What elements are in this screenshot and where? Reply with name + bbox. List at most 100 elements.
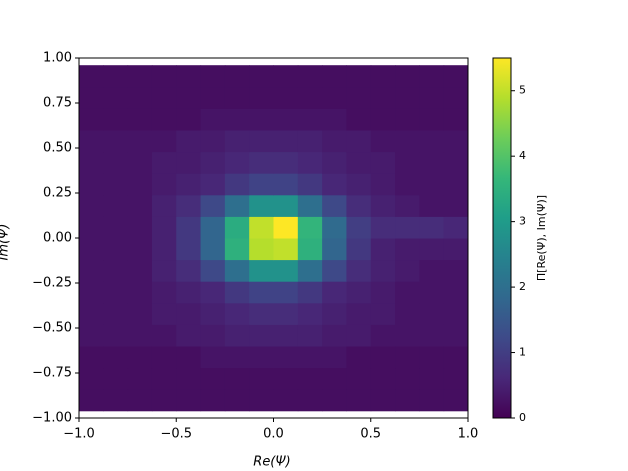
heatmap-cell (273, 367, 299, 390)
heatmap-cell (346, 259, 372, 282)
heatmap-cell (176, 367, 202, 390)
heatmap-cell (346, 389, 372, 412)
heatmap-cell (200, 194, 226, 217)
x-tick-label: −1.0 (63, 427, 95, 442)
heatmap-cell (103, 238, 129, 261)
heatmap-cell (151, 367, 177, 390)
heatmap-cell (127, 281, 153, 304)
heatmap-cell (443, 346, 469, 369)
heatmap-cell (103, 259, 129, 282)
heatmap-cell (200, 324, 226, 347)
heatmap-cell (151, 324, 177, 347)
heatmap-cell (103, 216, 129, 239)
heatmap-cell (249, 194, 274, 217)
heatmap-cell (297, 173, 323, 196)
heatmap-cell (419, 173, 445, 196)
heatmap-cell (103, 346, 129, 369)
heatmap-cell (273, 173, 299, 196)
heatmap-cell (395, 346, 420, 369)
heatmap-cell (443, 324, 469, 347)
heatmap-cell (127, 389, 153, 412)
colorbar-tick-label: 1 (519, 346, 526, 359)
heatmap-cell (224, 216, 250, 239)
heatmap-cell (200, 130, 226, 153)
y-tick-label: 0.00 (43, 231, 72, 246)
heatmap-cell (200, 367, 226, 390)
y-tick-label: 1.00 (43, 51, 72, 66)
x-axis-label: Re(Ψ) (253, 455, 290, 470)
heatmap-cell (419, 281, 445, 304)
heatmap-cell (200, 281, 226, 304)
heatmap-cell (395, 259, 420, 282)
heatmap-cell (79, 86, 104, 109)
heatmap-cell (346, 130, 372, 153)
heatmap-cell (151, 65, 177, 88)
heatmap-cell (273, 108, 299, 131)
heatmap-cell (103, 151, 129, 174)
colorbar-tick-label: 2 (519, 280, 526, 293)
heatmap-cell (273, 194, 299, 217)
heatmap-cell (200, 216, 226, 239)
heatmap-cell (151, 130, 177, 153)
y-tick-label: −0.50 (32, 321, 72, 336)
heatmap-cell (127, 259, 153, 282)
heatmap-cell (273, 259, 299, 282)
heatmap-cell (346, 65, 372, 88)
heatmap-cell (249, 86, 274, 109)
heatmap-cell (151, 302, 177, 325)
heatmap-cell (200, 151, 226, 174)
heatmap-cell (249, 346, 274, 369)
x-tick-label: 0.5 (360, 427, 381, 442)
heatmap-cell (176, 324, 202, 347)
y-tick-label: −0.75 (32, 366, 72, 381)
heatmap-cell (273, 216, 299, 239)
heatmap-cell (224, 281, 250, 304)
heatmap-cell (419, 194, 445, 217)
y-tick-label: −0.25 (32, 276, 72, 291)
heatmap-cell (127, 151, 153, 174)
heatmap-cell (419, 86, 445, 109)
y-tick-label: 0.50 (43, 141, 72, 156)
heatmap-cell (200, 346, 226, 369)
heatmap-cell (273, 302, 299, 325)
heatmap-cell (273, 346, 299, 369)
heatmap-cell (249, 65, 274, 88)
heatmap-cell (297, 259, 323, 282)
heatmap-cell (322, 65, 347, 88)
heatmap-cell (103, 194, 129, 217)
heatmap-cell (79, 216, 104, 239)
heatmap-cell (370, 86, 396, 109)
heatmap-cell (395, 389, 420, 412)
heatmap-cell (443, 216, 469, 239)
colorbar-label: Π[Re(Ψ), Im(Ψ)] (535, 195, 548, 281)
heatmap-cell (370, 108, 396, 131)
heatmap-cell (273, 324, 299, 347)
y-axis-label: Im(Ψ) (0, 224, 12, 261)
heatmap-cell (297, 151, 323, 174)
heatmap-cell (297, 302, 323, 325)
heatmap-cell (322, 346, 347, 369)
heatmap-cell (249, 302, 274, 325)
heatmap-cell (79, 194, 104, 217)
heatmap-cell (322, 389, 347, 412)
heatmap-cell (200, 238, 226, 261)
heatmap-cell (200, 108, 226, 131)
x-tick-label: −0.5 (160, 427, 192, 442)
heatmap-cell (273, 238, 299, 261)
heatmap-cell (346, 324, 372, 347)
heatmap-cell (176, 216, 202, 239)
heatmap-cell (151, 194, 177, 217)
heatmap-cell (151, 389, 177, 412)
heatmap-cell (79, 281, 104, 304)
heatmap-cell (249, 151, 274, 174)
heatmap-cell (79, 173, 104, 196)
heatmap-cell (419, 389, 445, 412)
heatmap-cell (419, 238, 445, 261)
heatmap-cell (151, 86, 177, 109)
heatmap-cell (176, 238, 202, 261)
heatmap-cell (443, 108, 469, 131)
heatmap-cell (443, 281, 469, 304)
heatmap-cell (419, 302, 445, 325)
heatmap-cell (297, 130, 323, 153)
heatmap-cell (346, 346, 372, 369)
